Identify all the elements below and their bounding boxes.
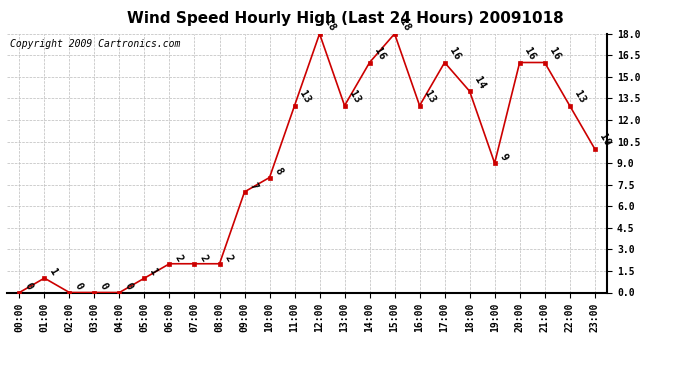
Text: 7: 7 <box>247 181 259 191</box>
Text: 10: 10 <box>598 132 613 148</box>
Text: 18: 18 <box>397 17 413 33</box>
Text: 8: 8 <box>273 166 284 177</box>
Text: 1: 1 <box>47 267 59 278</box>
Text: 16: 16 <box>447 46 462 62</box>
Text: 18: 18 <box>322 17 337 33</box>
Text: 16: 16 <box>547 46 562 62</box>
Text: 16: 16 <box>373 46 387 62</box>
Text: 13: 13 <box>573 89 587 105</box>
Text: 0: 0 <box>122 281 134 292</box>
Text: 13: 13 <box>422 89 437 105</box>
Text: 0: 0 <box>72 281 84 292</box>
Text: Wind Speed Hourly High (Last 24 Hours) 20091018: Wind Speed Hourly High (Last 24 Hours) 2… <box>127 11 563 26</box>
Text: 14: 14 <box>473 75 487 90</box>
Text: 16: 16 <box>522 46 538 62</box>
Text: 0: 0 <box>22 281 34 292</box>
Text: 13: 13 <box>297 89 313 105</box>
Text: Copyright 2009 Cartronics.com: Copyright 2009 Cartronics.com <box>10 39 180 49</box>
Text: 2: 2 <box>172 252 184 263</box>
Text: 2: 2 <box>222 252 234 263</box>
Text: 13: 13 <box>347 89 362 105</box>
Text: 9: 9 <box>497 152 509 162</box>
Text: 1: 1 <box>147 267 159 278</box>
Text: 0: 0 <box>97 281 109 292</box>
Text: 2: 2 <box>197 252 209 263</box>
